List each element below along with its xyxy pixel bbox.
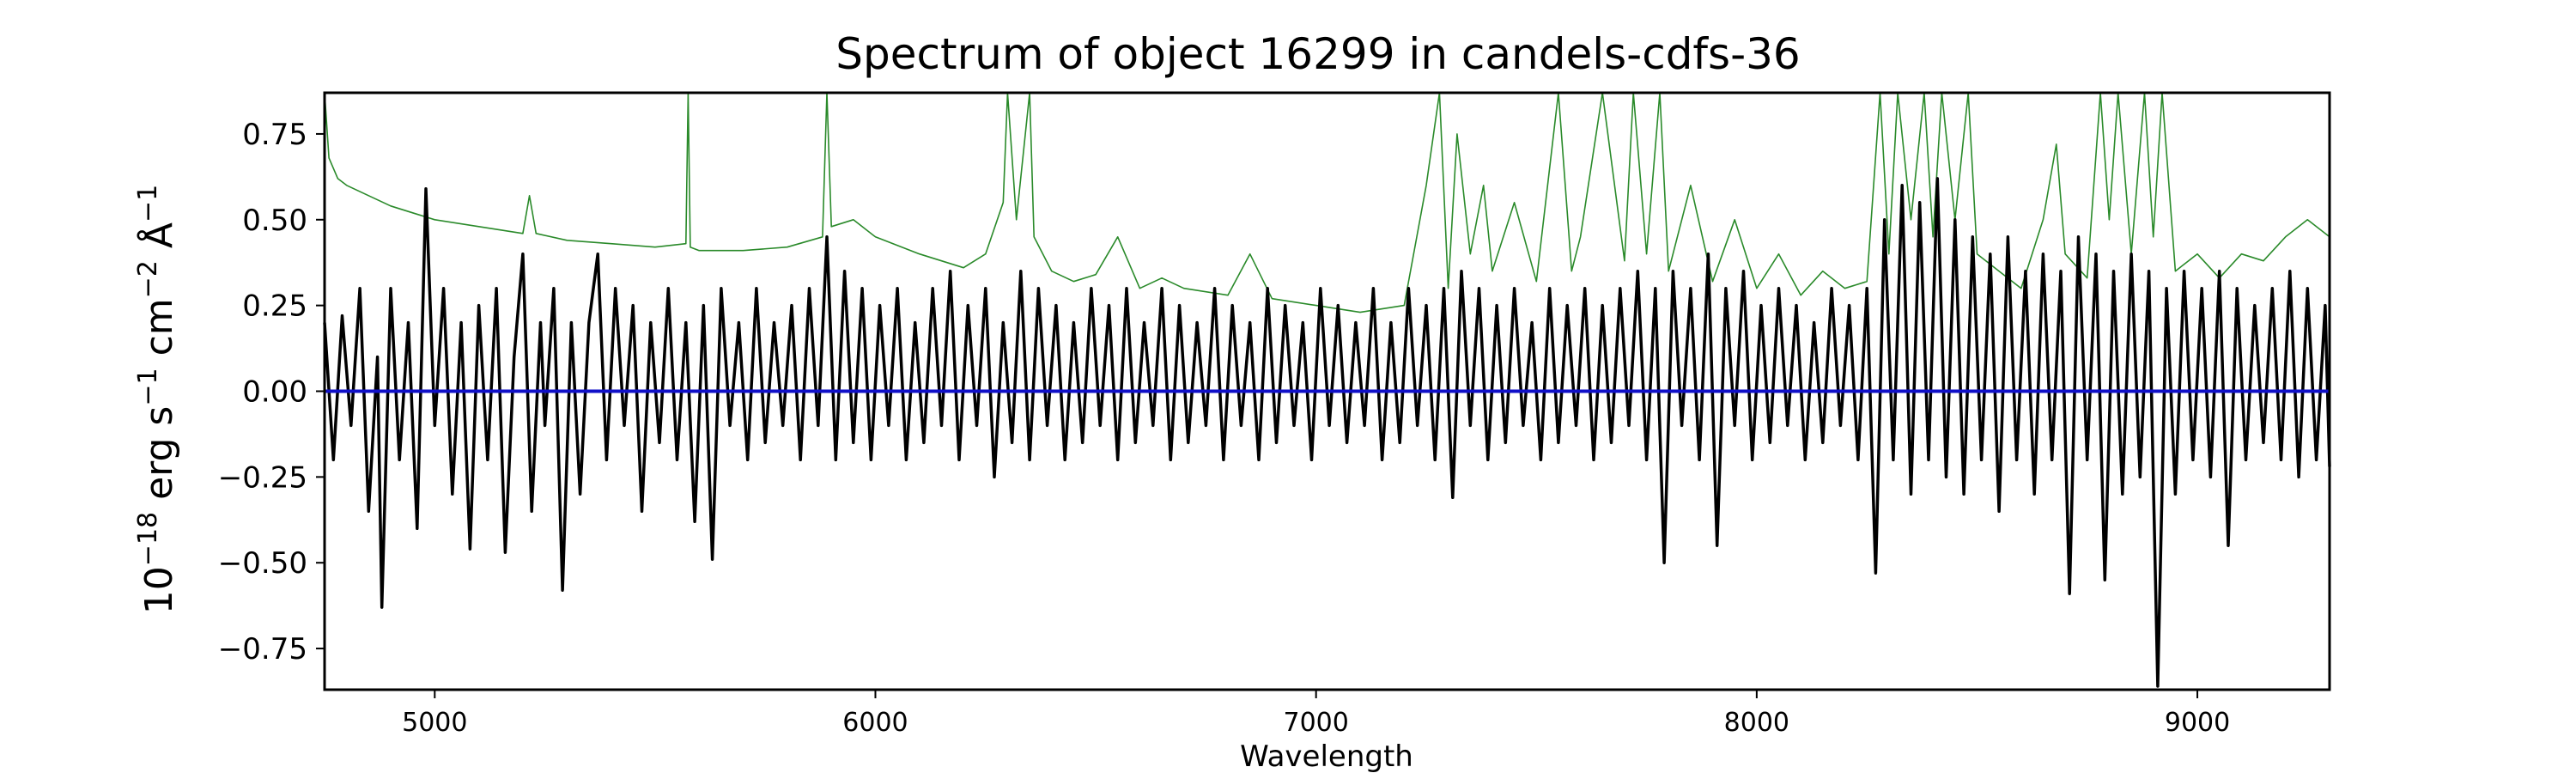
y-tick-label: 0.25 <box>242 289 307 324</box>
y-tick-label: −0.25 <box>218 460 307 495</box>
series-line-1 <box>324 92 2330 313</box>
y-tick-label: −0.50 <box>218 546 307 581</box>
chart-title: Spectrum of object 16299 in candels-cdfs… <box>835 29 1801 79</box>
y-tick-label: 0.75 <box>242 118 307 152</box>
y-axis-ticks: −0.75 −0.50 −0.25 0.00 0.25 0.50 0.75 <box>218 118 325 666</box>
y-tick-label: −0.75 <box>218 632 307 666</box>
data-series <box>323 92 2331 688</box>
x-tick-label: 8000 <box>1724 708 1789 738</box>
x-tick-label: 7000 <box>1283 708 1348 738</box>
y-tick-label: 0.00 <box>242 375 307 410</box>
x-tick-label: 9000 <box>2165 708 2230 738</box>
x-tick-label: 5000 <box>402 708 467 738</box>
svg-text:10−18 erg s−1 cm−2 Å−1: 10−18 erg s−1 cm−2 Å−1 <box>133 185 181 614</box>
x-axis-ticks: 5000 6000 7000 8000 9000 <box>402 690 2230 738</box>
series-line-2 <box>323 177 2331 688</box>
x-axis-label: Wavelength <box>1240 740 1413 773</box>
y-tick-label: 0.50 <box>242 204 307 238</box>
x-tick-label: 6000 <box>842 708 908 738</box>
y-axis-label: 10−18 erg s−1 cm−2 Å−1 <box>133 185 181 614</box>
